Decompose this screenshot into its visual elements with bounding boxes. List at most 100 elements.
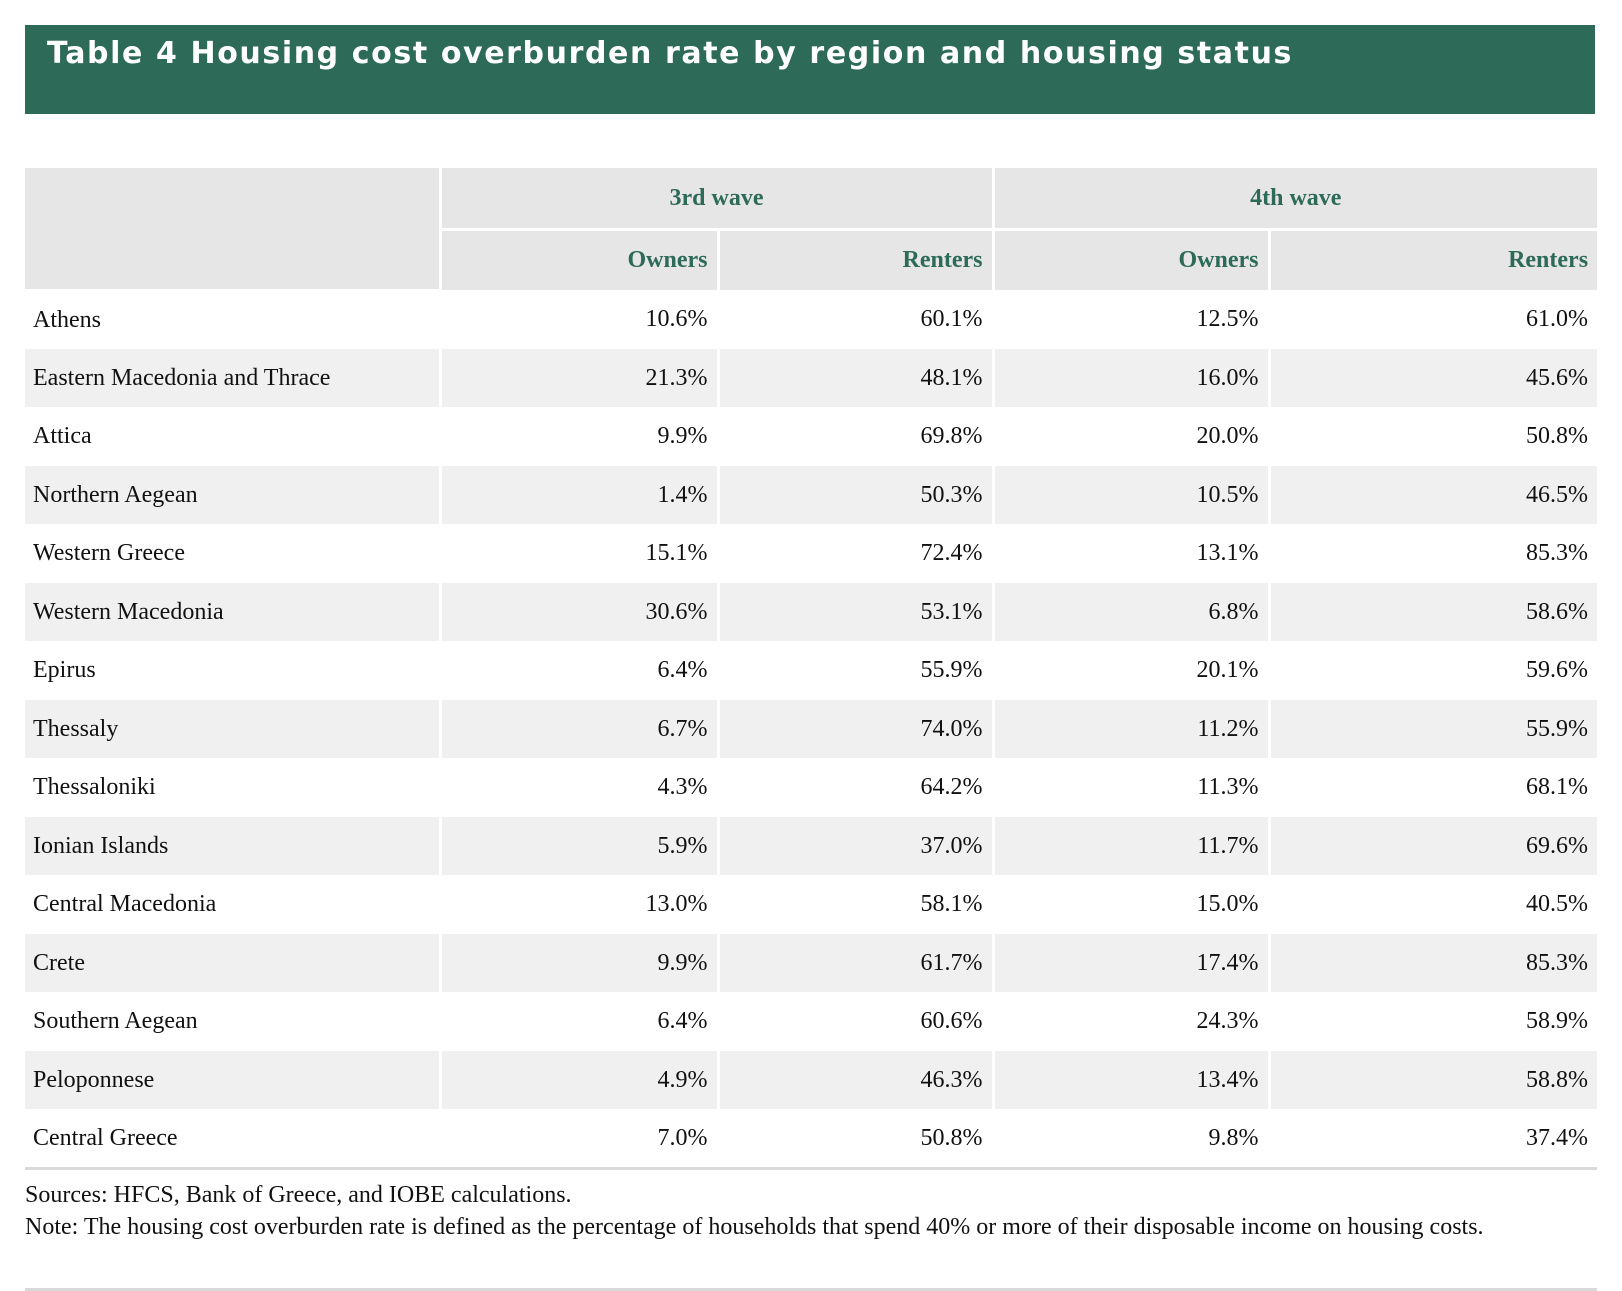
status-header-row: Owners Renters Owners Renters <box>25 229 1598 290</box>
table-bottom-rule <box>25 1167 1597 1170</box>
value-4th-renters: 55.9% <box>1269 699 1598 758</box>
table-row: Attica 9.9% 69.8% 20.0% 50.8% <box>25 407 1597 466</box>
value-3rd-renters: 69.8% <box>718 407 995 466</box>
value-4th-owners: 13.1% <box>993 524 1271 583</box>
housing-cost-table: 3rd wave 4th wave Owners Renters Owners … <box>25 168 1598 1168</box>
region-name: Epirus <box>25 641 442 700</box>
value-4th-owners: 11.2% <box>993 699 1271 758</box>
table-row: Athens 10.6% 60.1% 12.5% 61.0% <box>25 290 1597 349</box>
value-3rd-owners: 15.1% <box>440 524 720 583</box>
table-row: Crete 9.9% 61.7% 17.4% 85.3% <box>25 933 1598 992</box>
value-4th-owners: 24.3% <box>993 992 1271 1051</box>
table-row: Northern Aegean 1.4% 50.3% 10.5% 46.5% <box>25 465 1598 524</box>
title-banner: Table 4 Housing cost overburden rate by … <box>25 25 1595 114</box>
footnotes: Sources: HFCS, Bank of Greece, and IOBE … <box>25 1179 1595 1243</box>
value-3rd-owners: 13.0% <box>440 875 720 934</box>
value-4th-owners: 13.4% <box>993 1050 1271 1109</box>
value-3rd-owners: 4.9% <box>440 1050 720 1109</box>
table-row: Thessaly 6.7% 74.0% 11.2% 55.9% <box>25 699 1598 758</box>
region-name: Ionian Islands <box>25 816 442 875</box>
value-4th-renters: 46.5% <box>1269 465 1598 524</box>
value-4th-renters: 58.8% <box>1269 1050 1598 1109</box>
value-4th-renters: 68.1% <box>1526 774 1589 801</box>
value-4th-owners: 9.8% <box>993 1109 1271 1168</box>
table-row: Eastern Macedonia and Thrace 21.3% 48.1% 16… <box>25 348 1598 407</box>
value-4th-renters: 85.3% <box>1269 933 1598 992</box>
value-3rd-owners: 4.3% <box>440 758 720 817</box>
wave-header-4th: 4th wave <box>993 168 1598 231</box>
value-4th-renters: 69.6% <box>1269 816 1598 875</box>
value-4th-renters: 59.6% <box>1526 657 1589 684</box>
value-3rd-owners: 1.4% <box>440 465 720 524</box>
region-name: Eastern Macedonia and Thrace <box>25 348 442 407</box>
value-3rd-renters: 60.1% <box>718 290 995 349</box>
table-row: Western Greece 15.1% 72.4% 13.1% 85.3% <box>25 524 1597 583</box>
table-row: Ionian Islands 5.9% 37.0% 11.7% 69.6% <box>25 816 1598 875</box>
region-name: Peloponnese <box>25 1050 442 1109</box>
value-4th-renters: 58.6% <box>1269 582 1598 641</box>
header-4th-owners: Owners <box>993 229 1271 290</box>
value-3rd-renters: 50.3% <box>718 465 995 524</box>
value-3rd-owners: 6.4% <box>440 992 720 1051</box>
table-row: Central Greece 7.0% 50.8% 9.8% 37.4% <box>25 1109 1597 1168</box>
header-3rd-owners: Owners <box>440 229 720 290</box>
table-row: Thessaloniki 4.3% 64.2% 11.3% 68.1% <box>25 758 1597 817</box>
region-name: Western Greece <box>25 524 442 583</box>
value-3rd-owners: 9.9% <box>440 933 720 992</box>
sources-note: Sources: HFCS, Bank of Greece, and IOBE … <box>25 1182 572 1208</box>
table-header: 3rd wave 4th wave Owners Renters Owners … <box>25 168 1598 292</box>
table-row: Western Macedonia 30.6% 53.1% 6.8% 58.6% <box>25 582 1598 641</box>
value-4th-owners: 6.8% <box>993 582 1271 641</box>
value-4th-owners: 12.5% <box>993 290 1271 349</box>
table-row: Southern Aegean 6.4% 60.6% 24.3% 58.9% <box>25 992 1597 1051</box>
value-4th-owners: 20.0% <box>993 407 1271 466</box>
value-3rd-renters: 61.7% <box>718 933 995 992</box>
table-title: Table 4 Housing cost overburden rate by … <box>47 36 1294 71</box>
wave-header-row: 3rd wave 4th wave <box>25 168 1598 292</box>
value-3rd-owners: 7.0% <box>440 1109 720 1168</box>
value-3rd-owners: 5.9% <box>440 816 720 875</box>
value-4th-owners: 11.7% <box>993 816 1271 875</box>
value-3rd-owners: 9.9% <box>440 407 720 466</box>
region-header-cell <box>25 168 442 292</box>
value-3rd-renters: 55.9% <box>718 641 995 700</box>
table-row: Epirus 6.4% 55.9% 20.1% 59.6% <box>25 641 1597 700</box>
value-4th-owners: 15.0% <box>993 875 1271 934</box>
value-4th-renters: 37.4% <box>1526 1125 1589 1152</box>
value-3rd-renters: 60.6% <box>718 992 995 1051</box>
region-name: Central Greece <box>25 1109 442 1168</box>
region-name: Southern Aegean <box>25 992 442 1051</box>
value-3rd-renters: 46.3% <box>718 1050 995 1109</box>
region-name: Athens <box>25 290 442 349</box>
value-4th-renters: 40.5% <box>1526 891 1589 918</box>
value-4th-renters: 85.3% <box>1526 540 1589 567</box>
value-3rd-renters: 48.1% <box>718 348 995 407</box>
header-3rd-renters: Renters <box>718 229 995 290</box>
value-3rd-owners: 21.3% <box>440 348 720 407</box>
value-4th-owners: 11.3% <box>993 758 1271 817</box>
definition-note: Note: The housing cost overburden rate i… <box>25 1214 1484 1240</box>
value-3rd-owners: 6.4% <box>440 641 720 700</box>
value-3rd-renters: 64.2% <box>718 758 995 817</box>
value-3rd-owners: 6.7% <box>440 699 720 758</box>
region-name: Crete <box>25 933 442 992</box>
value-3rd-renters: 50.8% <box>718 1109 995 1168</box>
value-4th-renters: 58.9% <box>1526 1008 1589 1035</box>
value-4th-owners: 20.1% <box>993 641 1271 700</box>
table-body: Athens 10.6% 60.1% 12.5% 61.0% Eastern Macedo… <box>25 290 1598 1168</box>
value-3rd-renters: 58.1% <box>718 875 995 934</box>
region-name: Northern Aegean <box>25 465 442 524</box>
value-3rd-renters: 72.4% <box>718 524 995 583</box>
value-3rd-owners: 30.6% <box>440 582 720 641</box>
value-4th-renters: 45.6% <box>1269 348 1598 407</box>
region-name: Western Macedonia <box>25 582 442 641</box>
table-row: Central Macedonia 13.0% 58.1% 15.0% 40.5% <box>25 875 1597 934</box>
value-3rd-owners: 10.6% <box>440 290 720 349</box>
value-4th-renters: 50.8% <box>1526 423 1589 450</box>
value-4th-renters: 61.0% <box>1526 306 1589 333</box>
value-4th-owners: 10.5% <box>993 465 1271 524</box>
region-name: Thessaloniki <box>25 758 442 817</box>
page-bottom-rule <box>25 1288 1597 1291</box>
value-4th-owners: 16.0% <box>993 348 1271 407</box>
value-3rd-renters: 53.1% <box>718 582 995 641</box>
